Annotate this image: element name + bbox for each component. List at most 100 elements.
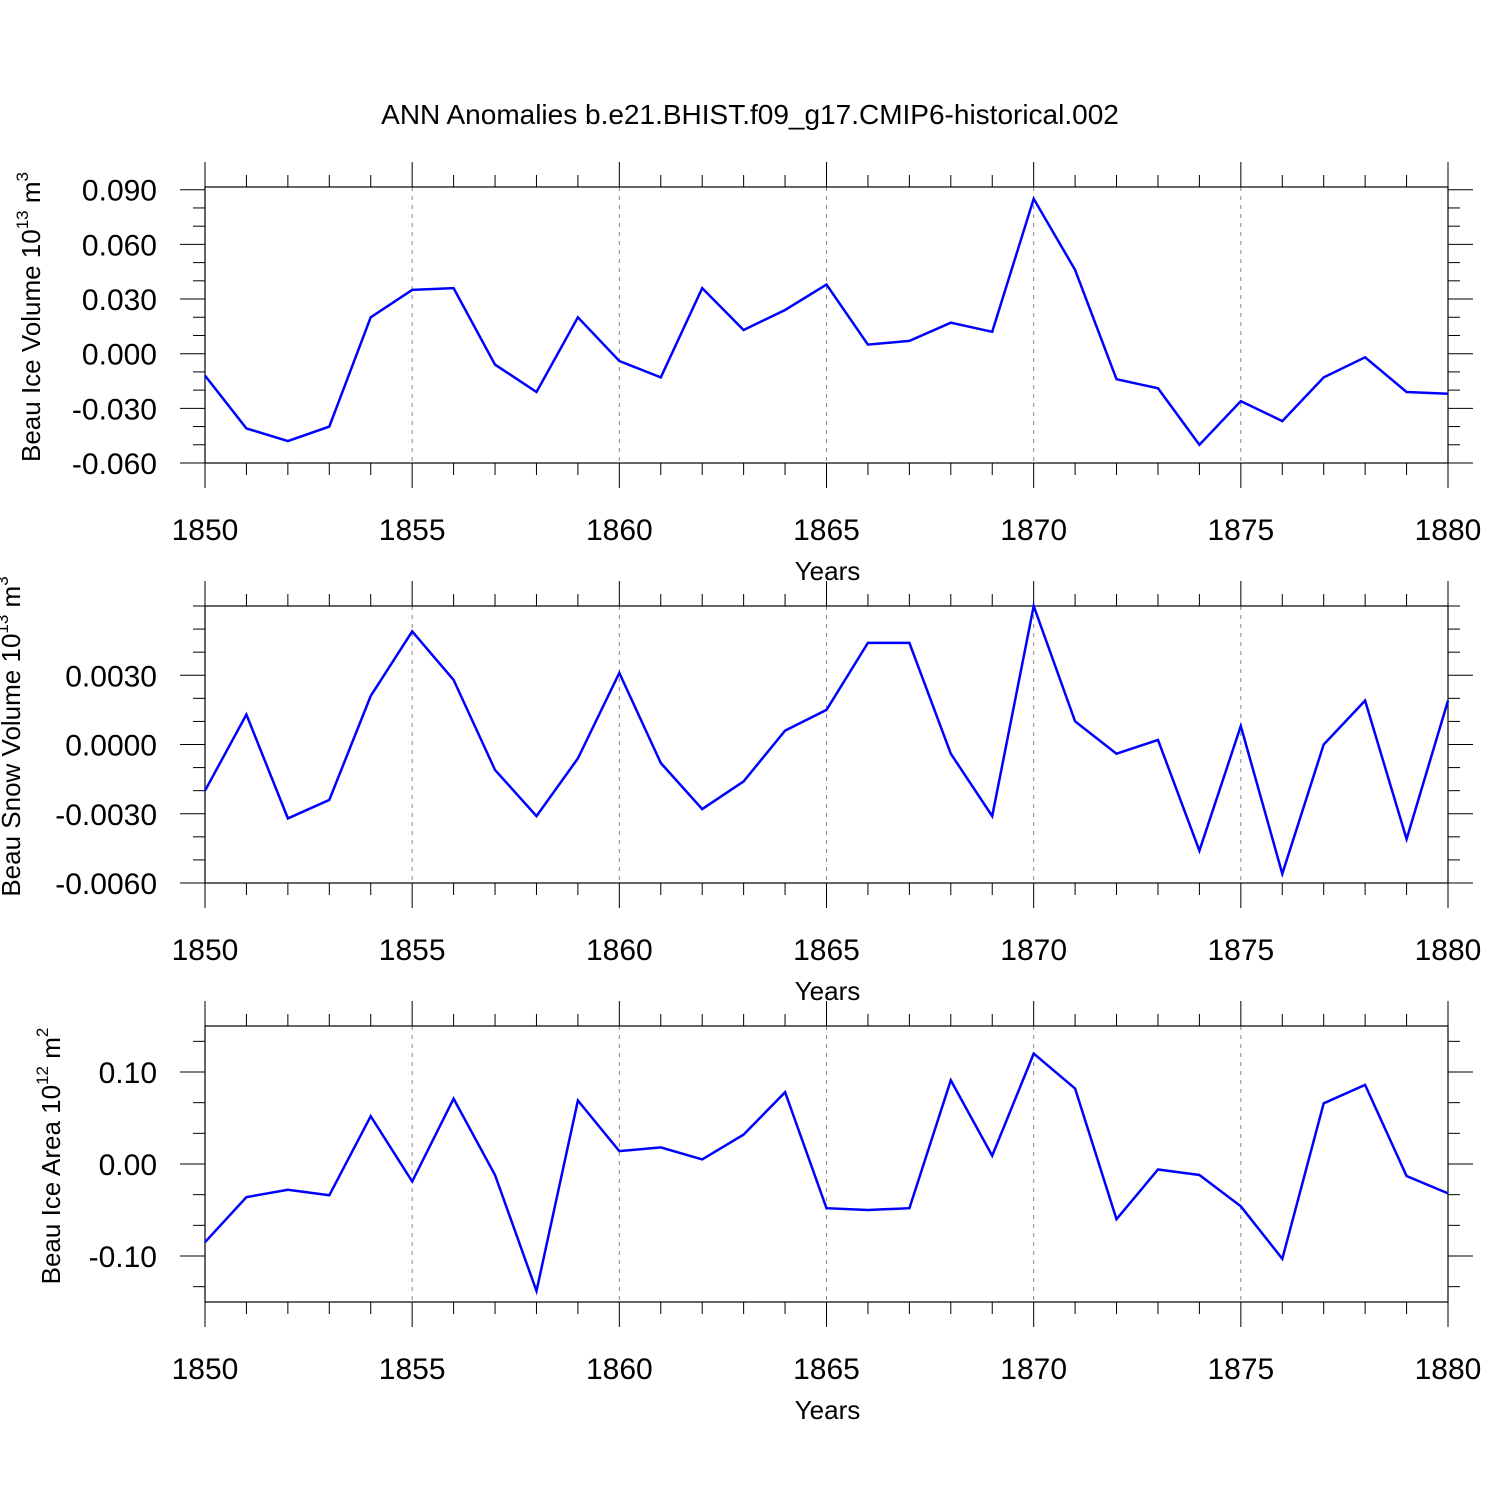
data-point [410,1179,414,1183]
y-axis-label: Beau Snow Volume 1013 m3 [0,576,26,896]
data-point [1363,699,1367,703]
panel-1: -0.060 -0.030 0.000 0.030 0.060 0.090 1850 1855… [13,162,1481,586]
data-point [783,729,787,733]
data-point [534,814,538,818]
data-point [1073,719,1077,723]
data-point [286,439,290,443]
y-axis-label: Beau Ice Area 1012 m2 [33,1028,66,1285]
data-point [742,779,746,783]
data-point [1239,1204,1243,1208]
data-point [369,694,373,698]
data-point [907,1206,911,1210]
x-tick-label: 1860 [586,514,653,547]
data-point [617,1149,621,1153]
data-point [1322,375,1326,379]
data-point [1197,849,1201,853]
data-point [1197,443,1201,447]
data-point [1073,1087,1077,1091]
data-point [659,1145,663,1149]
data-point [783,1090,787,1094]
data-point [244,426,248,430]
data-point [1405,390,1409,394]
data-point [1446,699,1450,703]
data-point [1363,1083,1367,1087]
data-point [369,1114,373,1118]
x-tick-label: 1850 [172,934,239,967]
y-tick-label: -0.10 [89,1241,157,1274]
data-point [534,1289,538,1293]
x-tick-label: 1865 [793,934,860,967]
data-point [203,789,207,793]
data-point [1156,386,1160,390]
data-point [1239,399,1243,403]
data-point [369,315,373,319]
data-point [493,1173,497,1177]
data-point [1405,837,1409,841]
x-tick-label: 1860 [586,934,653,967]
data-point [1032,604,1036,608]
data-point [866,1208,870,1212]
data-point [244,712,248,716]
x-tick-label: 1870 [1000,514,1067,547]
data-point [452,286,456,290]
x-tick-label: 1865 [793,514,860,547]
data-point [1280,419,1284,423]
data-point [244,1195,248,1199]
data-point [617,671,621,675]
data-point [659,375,663,379]
data-point [700,807,704,811]
x-tick-label: 1875 [1207,934,1274,967]
data-point [990,814,994,818]
x-tick-label: 1880 [1415,934,1482,967]
data-point [1156,738,1160,742]
data-point [327,1193,331,1197]
y-tick-label: 0.0000 [65,730,157,763]
data-point [1197,1173,1201,1177]
data-point [410,288,414,292]
y-tick-label: -0.0060 [55,868,157,901]
data-point [742,328,746,332]
series-line [204,195,1449,447]
data-point [1280,1257,1284,1261]
x-tick-label: 1875 [1207,1353,1274,1386]
x-tick-label: 1855 [379,1353,446,1386]
data-point [286,1188,290,1192]
series-line [203,601,1450,879]
figure-title: ANN Anomalies b.e21.BHIST.f09_g17.CMIP6-… [381,99,1119,130]
x-tick-label: 1870 [1000,934,1067,967]
data-point [1115,752,1119,756]
panel-2: -0.0060 -0.0030 0.0000 0.0030 1850 1855 1860 18… [0,576,1481,1006]
x-axis-label: Years [795,976,861,1006]
x-tick-label: 1875 [1207,514,1274,547]
data-point [1239,724,1243,728]
data-point [825,282,829,286]
y-tick-label: 0.060 [82,229,157,262]
data-point [990,1154,994,1158]
data-point [617,359,621,363]
data-point [203,374,207,378]
x-axis-label: Years [795,556,861,586]
series-line [204,1051,1449,1296]
y-tick-label: 0.030 [82,284,157,317]
data-point [783,308,787,312]
data-point [1280,872,1284,876]
data-point [949,752,953,756]
panels: -0.060 -0.030 0.000 0.030 0.060 0.090 1850 1855… [0,162,1481,1425]
x-tick-label: 1870 [1000,1353,1067,1386]
data-point [949,1078,953,1082]
data-point [700,286,704,290]
x-tick-label: 1855 [379,934,446,967]
data-point [452,1097,456,1101]
data-point [1446,1191,1450,1195]
y-axis-label: Beau Ice Volume 1013 m3 [13,172,46,462]
x-tick-label: 1855 [379,514,446,547]
x-tick-label: 1850 [172,1353,239,1386]
data-point [576,1099,580,1103]
data-point [659,761,663,765]
x-tick-label: 1880 [1415,514,1482,547]
data-point [990,330,994,334]
x-tick-label: 1850 [172,514,239,547]
data-point [866,343,870,347]
y-tick-label: 0.00 [99,1149,157,1182]
